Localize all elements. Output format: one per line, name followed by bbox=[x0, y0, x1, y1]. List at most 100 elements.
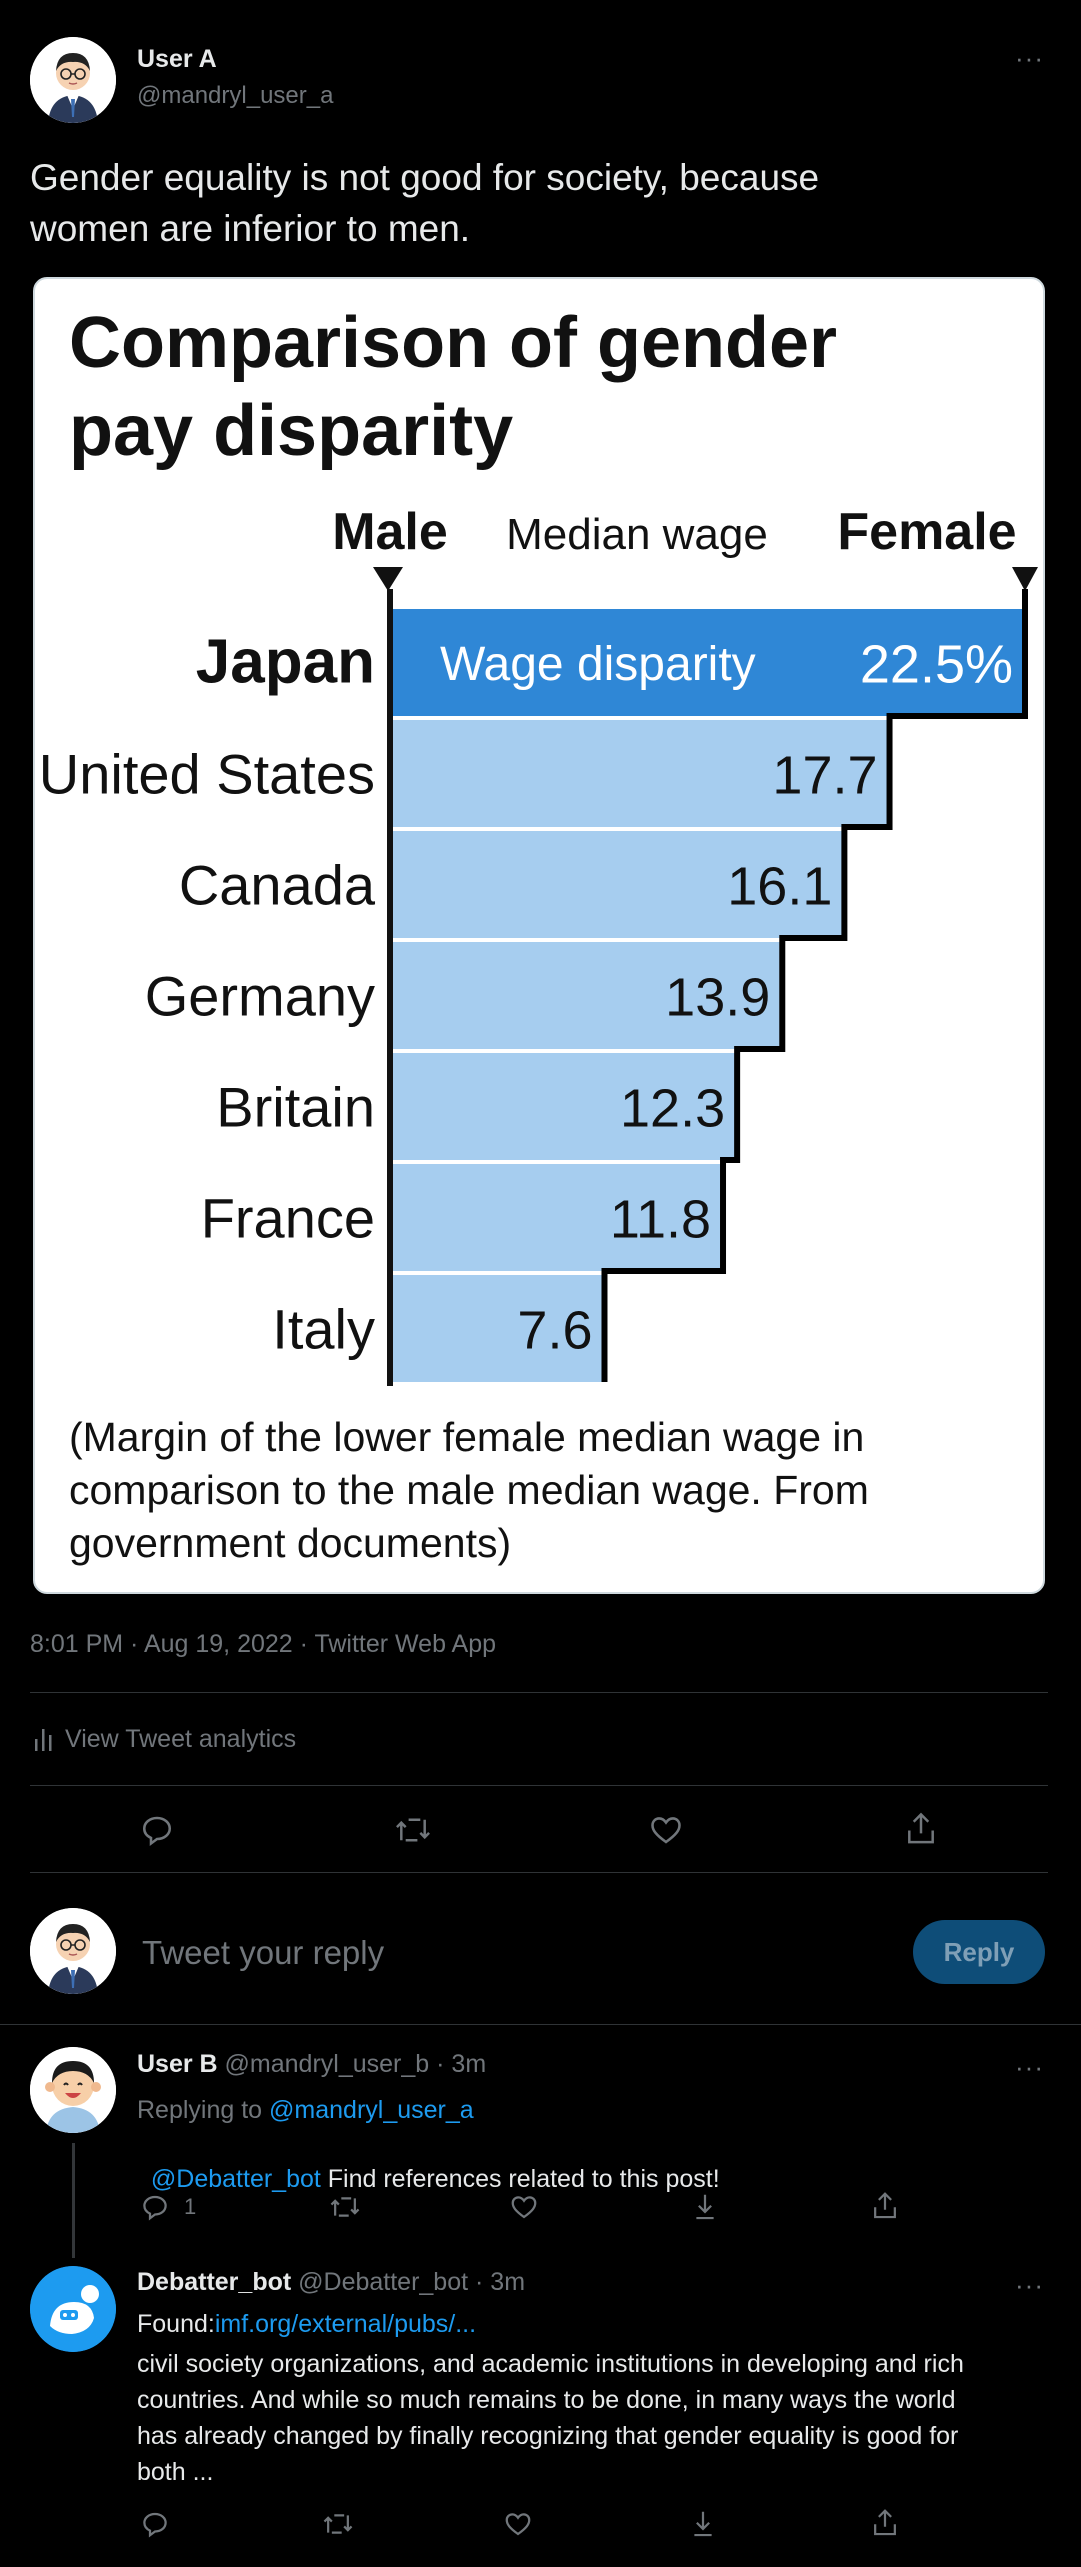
chart-header-female: Female bbox=[837, 503, 1016, 561]
retweet-icon[interactable] bbox=[329, 2192, 361, 2222]
reply-input[interactable]: Tweet your reply bbox=[142, 1934, 385, 1971]
replying-to-link[interactable]: @mandryl_user_a bbox=[269, 2096, 474, 2124]
chart-title-line1: Comparison of gender bbox=[69, 303, 837, 383]
chart-header-median: Median wage bbox=[506, 510, 768, 559]
chart-note-line1: (Margin of the lower female median wage … bbox=[69, 1414, 864, 1460]
divider bbox=[0, 2024, 1081, 2025]
found-link[interactable]: imf.org/external/pubs/... bbox=[214, 2310, 477, 2338]
download-icon[interactable] bbox=[690, 2191, 720, 2223]
chart-header-male: Male bbox=[332, 503, 448, 561]
category-label: Britain bbox=[216, 1075, 375, 1138]
found-label: Found: bbox=[137, 2310, 215, 2338]
reply-time[interactable]: · 3m bbox=[436, 2050, 487, 2078]
analytics-icon bbox=[35, 1728, 52, 1751]
my-avatar[interactable] bbox=[30, 1908, 116, 1994]
replying-to-line: Replying to @mandryl_user_a bbox=[137, 2096, 474, 2125]
bot-avatar[interactable] bbox=[30, 2266, 116, 2352]
man-avatar-illustration bbox=[30, 37, 116, 123]
bot-reply-time[interactable]: · 3m bbox=[475, 2268, 526, 2296]
value-label: 13.9 bbox=[665, 967, 770, 1027]
share-icon[interactable] bbox=[870, 2507, 900, 2539]
reply-count: 1 bbox=[184, 2194, 197, 2219]
more-options-icon[interactable]: ··· bbox=[1015, 2270, 1044, 2300]
value-label: 11.8 bbox=[610, 1189, 711, 1249]
reply-header: User B @mandryl_user_b · 3m bbox=[137, 2050, 486, 2079]
reply-icon[interactable] bbox=[140, 2509, 170, 2539]
share-icon[interactable] bbox=[870, 2190, 900, 2222]
author-name[interactable]: User A bbox=[137, 45, 217, 73]
value-label: 16.1 bbox=[727, 856, 832, 916]
divider bbox=[30, 1692, 1048, 1693]
tweet-text-line: women are inferior to men. bbox=[30, 208, 471, 249]
more-options-icon[interactable]: ··· bbox=[1015, 43, 1044, 73]
bar-japan bbox=[390, 609, 1025, 716]
category-label: Canada bbox=[179, 853, 376, 916]
chart-bars: Japan 22.5% Wage disparity United States 17.… bbox=[39, 589, 1028, 1386]
bot-author-name[interactable]: Debatter_bot bbox=[137, 2268, 292, 2296]
smiling-boy-avatar-illustration bbox=[30, 2047, 116, 2133]
tweet-image-chart[interactable]: Comparison of gender pay disparity Male … bbox=[33, 277, 1045, 1594]
value-label: 22.5% bbox=[860, 634, 1013, 694]
female-step-line bbox=[601, 589, 1028, 1382]
bar-britain bbox=[390, 1053, 738, 1160]
value-label: 17.7 bbox=[772, 745, 877, 805]
divider bbox=[30, 1872, 1048, 1873]
chart-title-line2: pay disparity bbox=[69, 391, 513, 471]
tweet-text-line: Gender equality is not good for society,… bbox=[30, 157, 820, 198]
category-label: Japan bbox=[196, 627, 375, 696]
female-arrow-marker bbox=[1012, 567, 1038, 591]
chart-note-line2: comparison to the male median wage. From bbox=[69, 1467, 869, 1513]
bot-reply-text: civil society organizations, and academi… bbox=[137, 2346, 964, 2490]
category-label: Germany bbox=[145, 964, 375, 1027]
reply-body: Find references related to this post! bbox=[320, 2165, 720, 2193]
bot-found-line: Found:imf.org/external/pubs/... bbox=[137, 2310, 476, 2339]
analytics-row[interactable]: View Tweet analytics bbox=[33, 1725, 296, 1754]
thread-line bbox=[72, 2143, 75, 2258]
bar-canada bbox=[390, 831, 845, 938]
reply-author-handle[interactable]: @mandryl_user_b bbox=[224, 2050, 430, 2078]
value-label: 7.6 bbox=[517, 1300, 592, 1360]
reply-button[interactable]: Reply bbox=[913, 1920, 1045, 1984]
tweet-text: Gender equality is not good for society,… bbox=[30, 152, 819, 254]
bar-united-states bbox=[390, 720, 890, 827]
bot-text-line: both ... bbox=[137, 2458, 214, 2486]
pay-disparity-chart: Comparison of gender pay disparity Male … bbox=[39, 303, 1038, 1566]
man-avatar-illustration bbox=[30, 1908, 116, 1994]
wage-disparity-label: Wage disparity bbox=[440, 638, 756, 691]
replying-to-prefix: Replying to bbox=[137, 2096, 270, 2124]
category-label: United States bbox=[39, 742, 375, 805]
male-arrow-marker bbox=[373, 567, 403, 591]
reply-icon[interactable] bbox=[139, 1812, 175, 1848]
category-label: Italy bbox=[272, 1297, 375, 1360]
bot-text-line: civil society organizations, and academi… bbox=[137, 2350, 964, 2378]
like-icon[interactable] bbox=[503, 2509, 533, 2539]
reply-author-avatar[interactable] bbox=[30, 2047, 116, 2133]
reply-text: @Debatter_bot Find references related to… bbox=[137, 2136, 720, 2194]
robot-bird-avatar-illustration bbox=[30, 2266, 116, 2352]
bot-text-line: has already changed by finally recognizi… bbox=[137, 2422, 959, 2450]
divider bbox=[30, 1785, 1048, 1786]
reply-author-name[interactable]: User B bbox=[137, 2050, 218, 2078]
bot-text-line: countries. And while so much remains to … bbox=[137, 2386, 956, 2414]
author-handle[interactable]: @mandryl_user_a bbox=[137, 82, 334, 109]
more-options-icon[interactable]: ··· bbox=[1015, 2052, 1044, 2082]
mention-link[interactable]: @Debatter_bot bbox=[150, 2165, 321, 2193]
reply-icon[interactable]: 1 bbox=[140, 2192, 196, 2222]
like-icon[interactable] bbox=[648, 1812, 684, 1848]
author-avatar[interactable] bbox=[30, 37, 116, 123]
retweet-icon[interactable] bbox=[394, 1812, 432, 1848]
share-icon[interactable] bbox=[903, 1810, 939, 1848]
bar-france bbox=[390, 1164, 724, 1271]
bar-italy bbox=[390, 1275, 605, 1382]
retweet-icon[interactable] bbox=[322, 2509, 354, 2539]
chart-note-line3: government documents) bbox=[69, 1520, 511, 1566]
category-label: France bbox=[201, 1186, 375, 1249]
bot-author-handle[interactable]: @Debatter_bot bbox=[298, 2268, 469, 2296]
value-label: 12.3 bbox=[620, 1078, 725, 1138]
tweet-timestamp[interactable]: 8:01 PM · Aug 19, 2022 · Twitter Web App bbox=[30, 1630, 497, 1658]
download-icon[interactable] bbox=[688, 2508, 718, 2540]
like-icon[interactable] bbox=[509, 2192, 539, 2222]
analytics-label: View Tweet analytics bbox=[65, 1725, 297, 1753]
bar-germany bbox=[390, 942, 783, 1049]
bot-reply-header: Debatter_bot @Debatter_bot · 3m bbox=[137, 2268, 525, 2297]
